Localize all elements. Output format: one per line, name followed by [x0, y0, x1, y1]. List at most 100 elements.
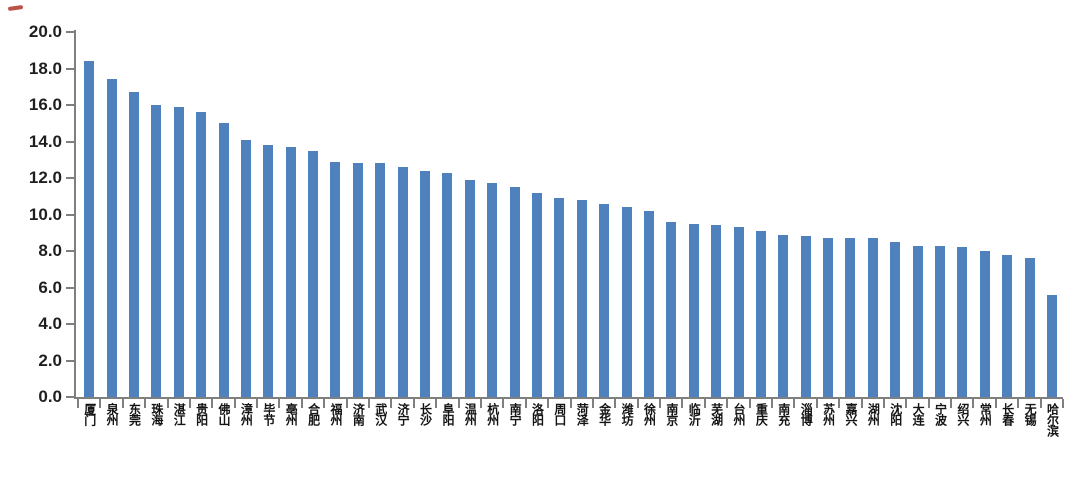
bar: [1002, 254, 1013, 397]
x-tick-label: 漳州: [239, 403, 254, 425]
x-tick-label: 台州: [732, 403, 747, 425]
x-label-cell: 温州: [459, 403, 481, 436]
x-label-cell: 宁波: [929, 403, 951, 436]
y-tick-label: 12.0: [28, 168, 62, 187]
bar-cell: [257, 32, 279, 397]
bar: [800, 236, 811, 397]
x-label-cell: 长沙: [414, 403, 436, 436]
x-label-cell: 东莞: [123, 403, 145, 436]
x-label-cell: 常州: [974, 403, 996, 436]
y-tick: [66, 213, 74, 216]
x-label-cell: 珠海: [145, 403, 167, 436]
bar: [823, 238, 834, 397]
bar-cell: [862, 32, 884, 397]
bar-cell: [974, 32, 996, 397]
bar-cell: [1018, 32, 1040, 397]
bar: [576, 199, 587, 397]
x-tick: [1039, 399, 1042, 408]
bar-cell: [123, 32, 145, 397]
bar: [487, 183, 498, 397]
bar: [778, 234, 789, 397]
x-tick: [591, 399, 594, 408]
y-tick: [66, 286, 74, 289]
x-tick: [211, 399, 214, 408]
bar-cell: [526, 32, 548, 397]
x-label-cell: 佛山: [212, 403, 234, 436]
bar: [308, 150, 319, 397]
bar: [196, 112, 207, 397]
y-tick: [66, 250, 74, 252]
x-label-cell: 台州: [727, 403, 749, 436]
bar: [845, 238, 856, 397]
x-tick: [636, 399, 639, 408]
bar: [106, 79, 117, 397]
x-label-cell: 大连: [906, 403, 928, 436]
x-label-cell: 合肥: [302, 403, 324, 436]
bar: [128, 92, 139, 397]
x-tick-label: 无锡: [1023, 403, 1038, 425]
bar-cell: [347, 32, 369, 397]
x-tick: [703, 399, 706, 408]
bar-cell: [772, 32, 794, 397]
x-label-cell: 福州: [324, 403, 346, 436]
y-tick: [66, 323, 74, 325]
x-label-cell: 湖州: [862, 403, 884, 436]
y-tick-label: 20.0: [28, 22, 62, 41]
x-tick-label: 湛江: [172, 403, 187, 425]
bar-cell: [929, 32, 951, 397]
x-tick-label: 临沂: [687, 403, 702, 425]
x-tick: [681, 399, 684, 408]
x-tick-label: 贵阳: [194, 403, 209, 425]
bar-cell: [750, 32, 772, 397]
bar: [509, 187, 520, 397]
x-label-cell: 金华: [593, 403, 615, 436]
x-tick-label: 常州: [978, 403, 993, 425]
x-tick: [233, 399, 236, 408]
x-tick-label: 杭州: [485, 403, 500, 425]
x-tick: [659, 399, 662, 408]
x-label-cell: 漳州: [235, 403, 257, 436]
x-label-cell: 济南: [347, 403, 369, 436]
x-label-cell: 无锡: [1018, 403, 1040, 436]
x-tick: [524, 399, 527, 408]
x-label-cell: 济宁: [391, 403, 413, 436]
bar-cell: [638, 32, 660, 397]
y-tick: [66, 177, 74, 179]
x-label-cell: 徐州: [638, 403, 660, 436]
x-tick: [323, 399, 326, 408]
x-tick-label: 合肥: [306, 403, 321, 425]
bar: [554, 198, 565, 397]
x-tick-label: 徐州: [642, 403, 657, 425]
x-tick: [815, 399, 818, 408]
x-tick: [144, 399, 147, 408]
x-tick: [1062, 399, 1064, 408]
bar: [442, 172, 453, 397]
x-tick: [748, 399, 751, 408]
x-tick-label: 济宁: [396, 403, 411, 425]
red-mark: [7, 4, 24, 12]
x-tick-label: 大连: [911, 403, 926, 425]
bar: [420, 170, 431, 397]
bar-cell: [145, 32, 167, 397]
x-tick-label: 哈尔滨: [1045, 403, 1060, 436]
x-tick-label: 宁波: [933, 403, 948, 425]
x-tick-label: 金华: [597, 403, 612, 425]
x-tick: [166, 399, 169, 408]
bar: [464, 179, 475, 397]
x-tick: [77, 399, 79, 408]
bar: [666, 221, 677, 397]
bar-cell: [615, 32, 637, 397]
x-tick: [345, 399, 348, 408]
x-tick-label: 重庆: [754, 403, 769, 425]
x-label-cell: 苏州: [817, 403, 839, 436]
x-label-cell: 南充: [772, 403, 794, 436]
x-tick-label: 佛山: [217, 403, 232, 425]
bar-cell: [906, 32, 928, 397]
y-tick: [66, 104, 74, 106]
bar: [935, 245, 946, 397]
bar-cell: [212, 32, 234, 397]
bar-cell: [235, 32, 257, 397]
x-tick: [793, 399, 796, 408]
x-tick-label: 嘉兴: [843, 403, 858, 425]
x-label-cell: 阜阳: [436, 403, 458, 436]
